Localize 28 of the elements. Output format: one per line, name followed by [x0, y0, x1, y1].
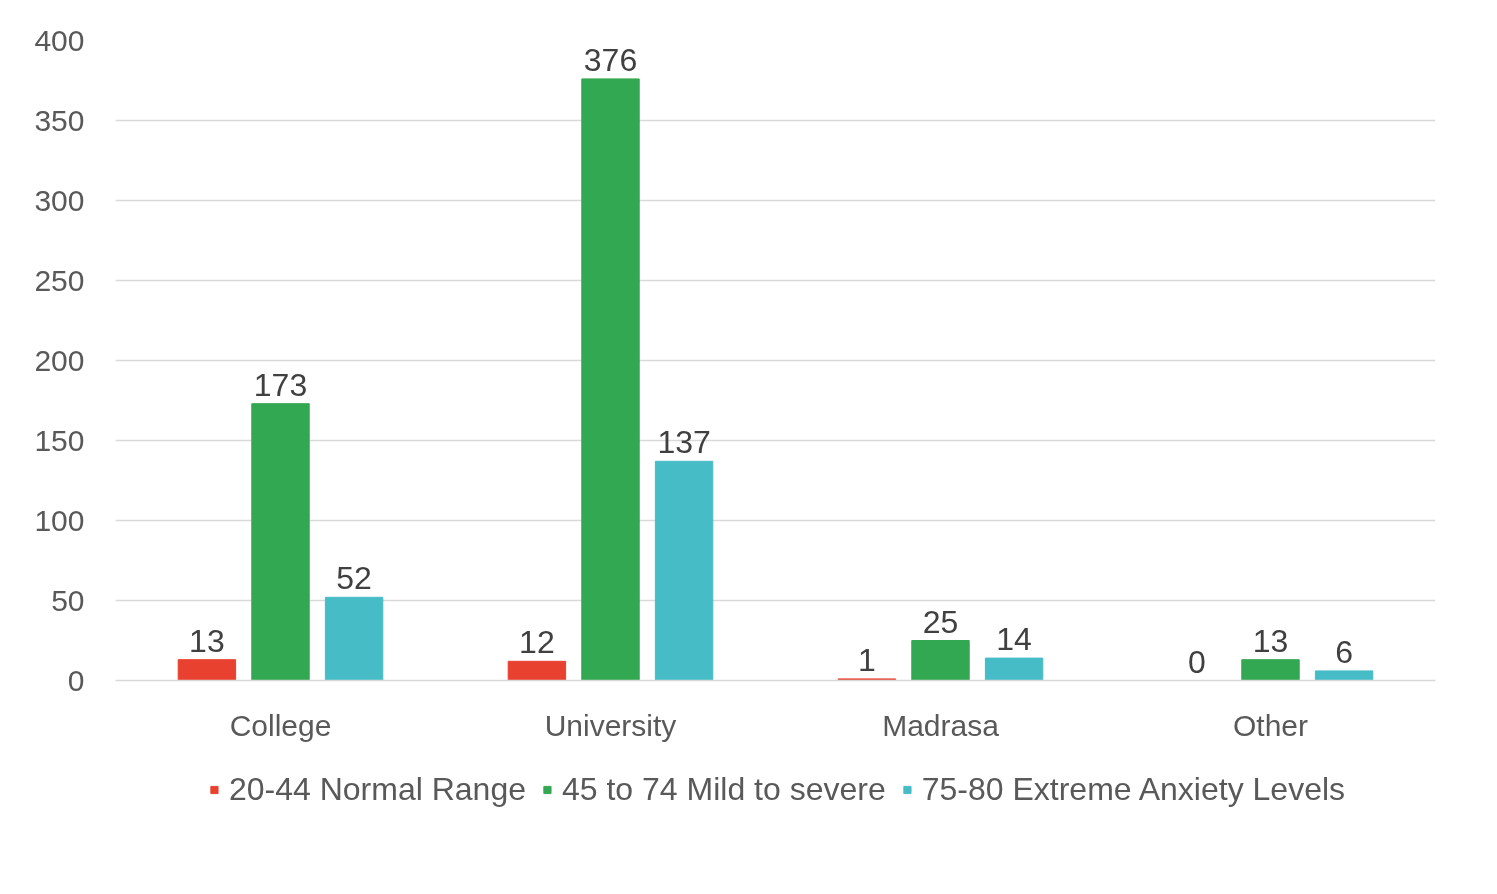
y-tick-label: 100 — [34, 503, 85, 537]
y-tick-label: 200 — [34, 343, 85, 377]
data-label: 1 — [858, 641, 876, 678]
data-label: 0 — [1188, 643, 1206, 680]
data-label: 137 — [657, 424, 711, 461]
data-label: 173 — [253, 366, 308, 403]
data-label: 13 — [1252, 622, 1289, 659]
legend-label: 45 to 74 Mild to severe — [561, 770, 886, 808]
x-tick-label: University — [544, 708, 677, 742]
y-tick-label: 350 — [34, 103, 85, 137]
y-tick-label: 400 — [34, 23, 85, 57]
data-label: 52 — [336, 560, 372, 597]
legend-label: 75-80 Extreme Anxiety Levels — [921, 770, 1346, 808]
x-tick-label: Other — [1232, 708, 1309, 742]
data-label: 25 — [922, 603, 959, 640]
data-label: 376 — [583, 41, 638, 78]
data-label: 12 — [519, 624, 555, 661]
data-label: 6 — [1335, 633, 1353, 670]
y-tick-label: 50 — [51, 583, 85, 617]
data-label: 14 — [996, 621, 1032, 658]
y-tick-label: 0 — [67, 663, 85, 697]
y-tick-label: 150 — [34, 423, 85, 457]
data-label: 13 — [189, 622, 225, 659]
y-tick-label: 250 — [34, 263, 85, 297]
legend-label: 20-44 Normal Range — [228, 770, 526, 808]
x-tick-label: College — [229, 708, 332, 742]
y-tick-label: 300 — [34, 183, 85, 217]
x-tick-label: Madrasa — [882, 708, 1000, 742]
